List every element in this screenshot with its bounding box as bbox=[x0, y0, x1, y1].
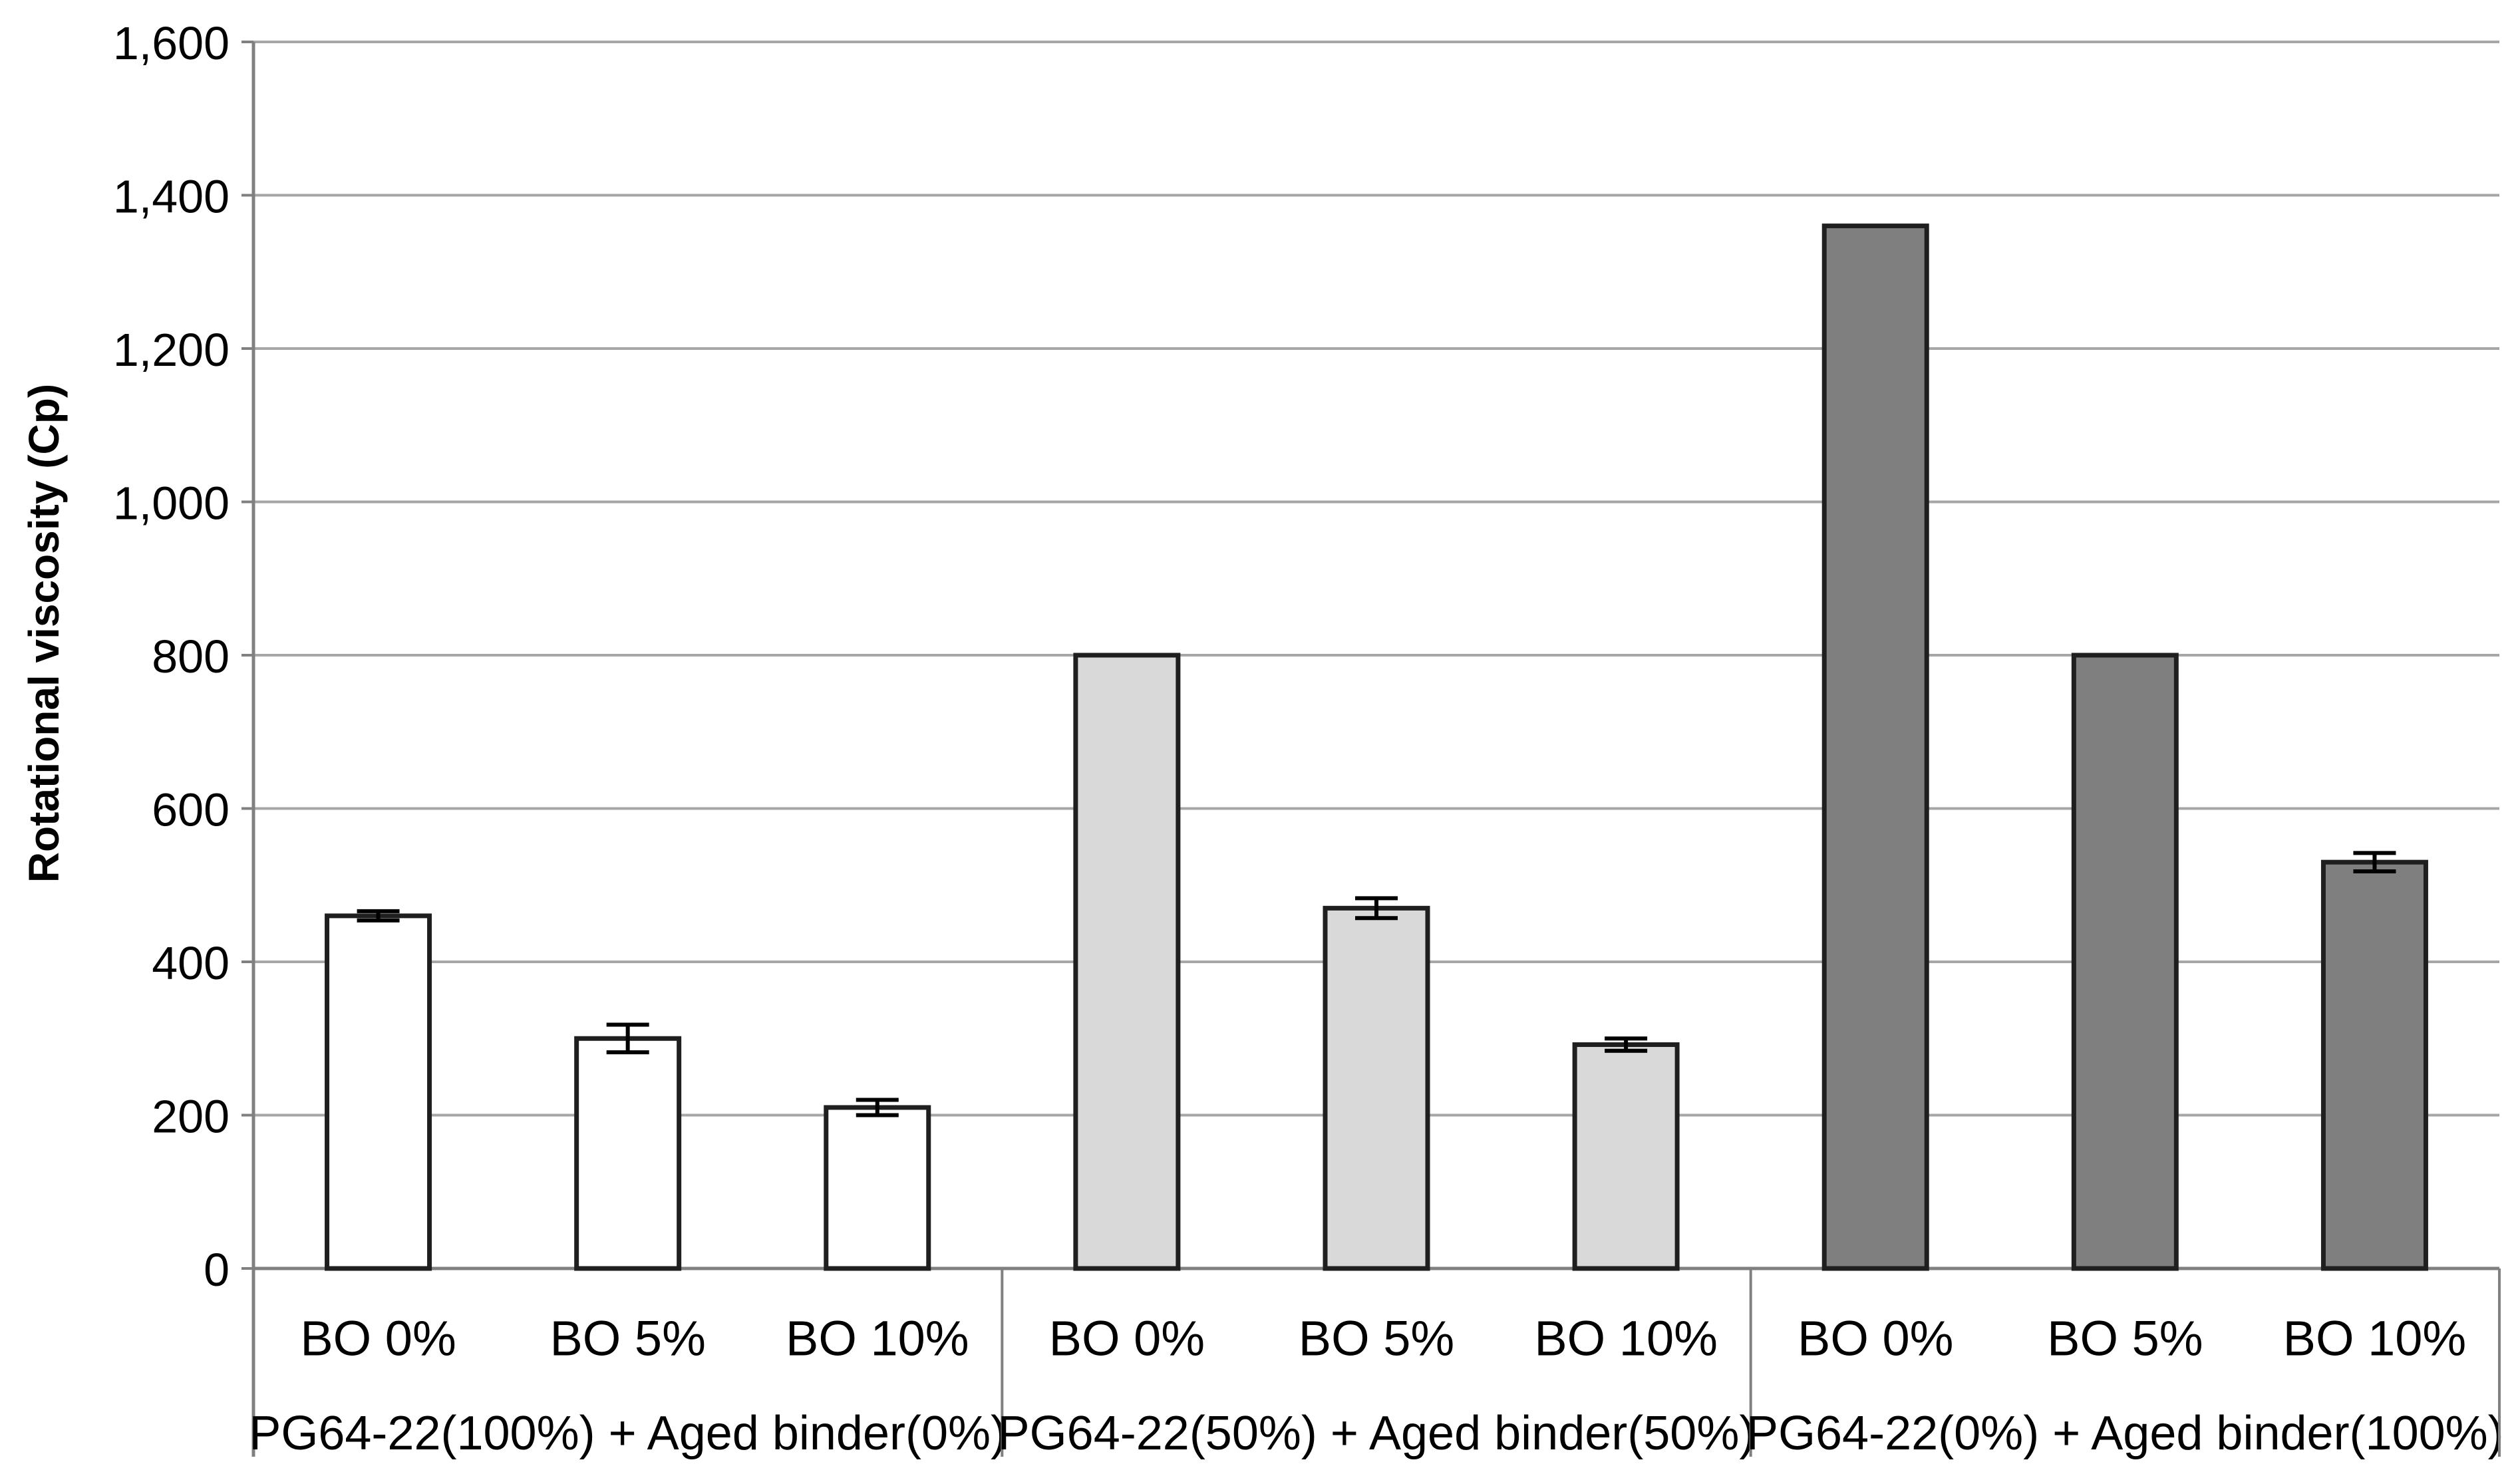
bar bbox=[1572, 1042, 1680, 1271]
y-tick-label: 1,200 bbox=[113, 324, 230, 376]
group-label: PG64-22(50%) + Aged binder(50%) bbox=[998, 1407, 1756, 1460]
category-label: BO 5% bbox=[2047, 1311, 2203, 1366]
category-label: BO 10% bbox=[1534, 1311, 1718, 1366]
category-label: BO 0% bbox=[1798, 1311, 1953, 1366]
y-tick-label: 1,400 bbox=[113, 171, 230, 223]
bar bbox=[2320, 859, 2428, 1271]
bar bbox=[824, 1105, 931, 1271]
bar bbox=[1323, 905, 1430, 1271]
y-tick-label: 600 bbox=[152, 784, 230, 836]
group-label: PG64-22(0%) + Aged binder(100%) bbox=[1746, 1407, 2504, 1460]
y-axis-title: Rotational viscosity (Cp) bbox=[20, 383, 68, 883]
category-label: BO 5% bbox=[1299, 1311, 1454, 1366]
y-tick-label: 0 bbox=[204, 1244, 230, 1296]
category-label: BO 0% bbox=[1049, 1311, 1205, 1366]
category-label: BO 10% bbox=[2283, 1311, 2467, 1366]
y-tick-label: 800 bbox=[152, 631, 230, 682]
bar bbox=[325, 913, 432, 1271]
y-tick-label: 400 bbox=[152, 937, 230, 989]
y-tick-label: 200 bbox=[152, 1091, 230, 1143]
category-label: BO 5% bbox=[550, 1311, 705, 1366]
y-tick-label: 1,600 bbox=[113, 17, 230, 69]
group-label: PG64-22(100%) + Aged binder(0%) bbox=[249, 1407, 1007, 1460]
bar bbox=[574, 1036, 682, 1271]
bar bbox=[1821, 223, 1929, 1271]
category-label: BO 0% bbox=[300, 1311, 456, 1366]
category-label: BO 10% bbox=[786, 1311, 969, 1366]
bar bbox=[1073, 653, 1181, 1271]
y-tick-label: 1,000 bbox=[113, 478, 230, 529]
bar bbox=[2071, 653, 2179, 1271]
